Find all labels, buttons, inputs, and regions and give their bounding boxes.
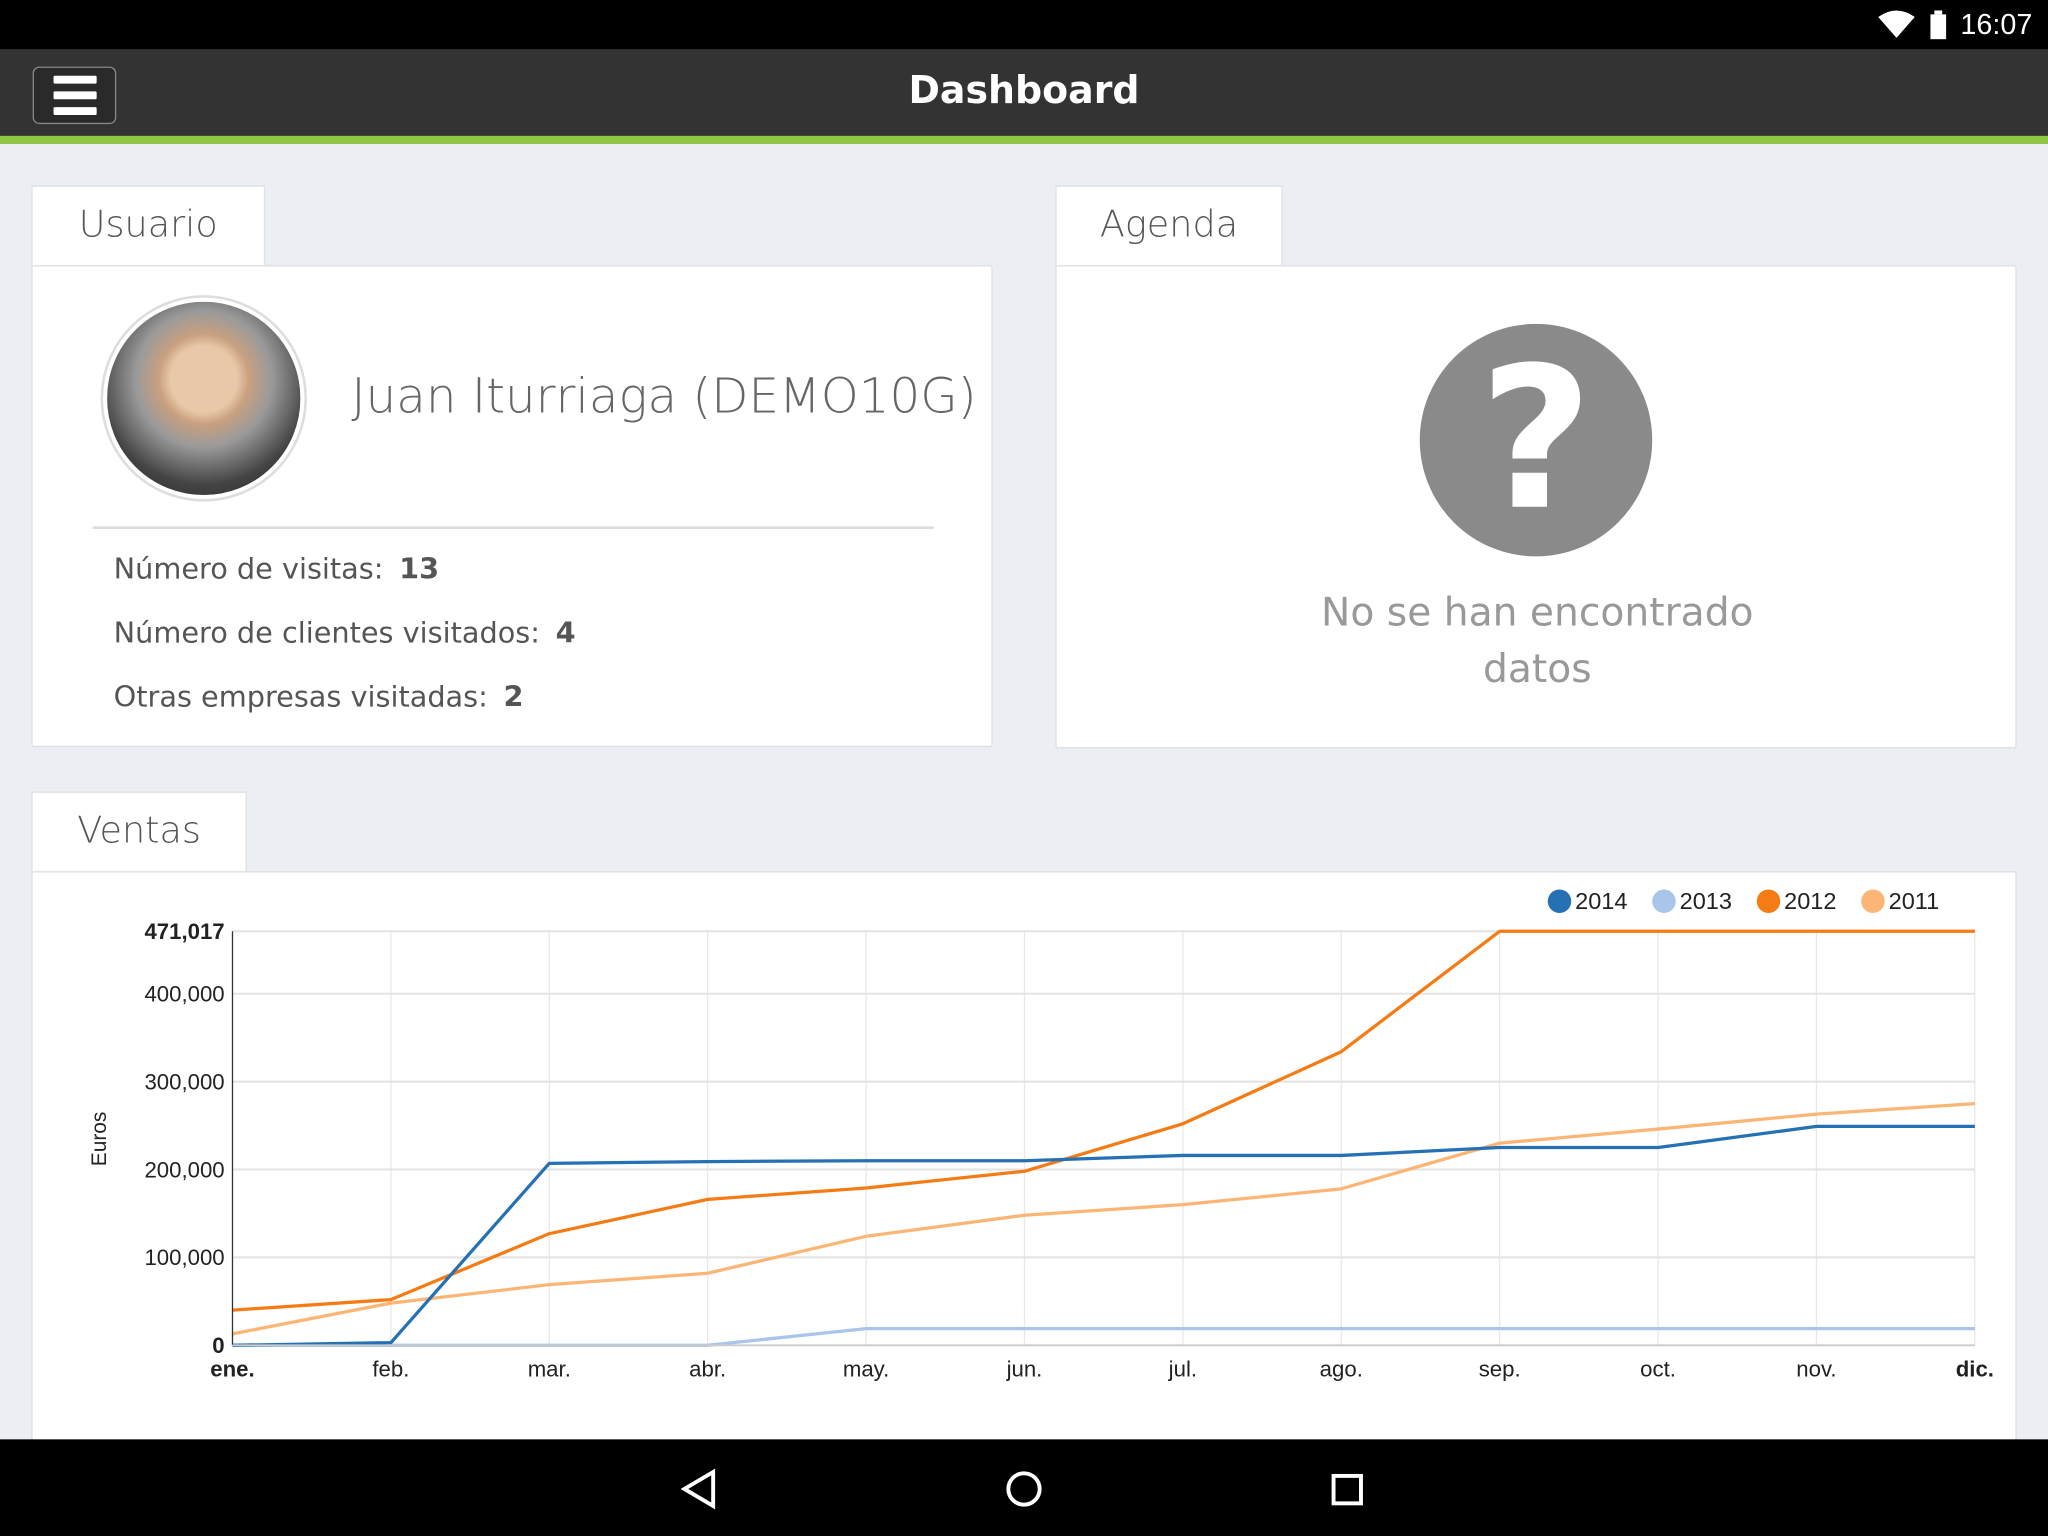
back-icon[interactable] — [680, 1468, 716, 1510]
legend-label-2011: 2011 — [1889, 888, 1940, 914]
y-tick-label: 300,000 — [144, 1069, 224, 1094]
tab-agenda: Agenda — [1055, 185, 1283, 267]
user-name: Juan Iturriaga (DEMO10G) — [351, 368, 977, 425]
tab-usuario: Usuario — [31, 185, 266, 267]
series-line-2014 — [232, 1124, 1975, 1347]
stat-visitas: Número de visitas: 13 — [113, 553, 440, 587]
x-tick-label: ene. — [210, 1357, 254, 1382]
x-tick-label: feb. — [372, 1357, 409, 1382]
agenda-card: ? No se han encontrado datos — [1055, 265, 2017, 749]
app-bar: Dashboard — [0, 49, 2048, 144]
page-title: Dashboard — [908, 67, 1140, 113]
usuario-card: Juan Iturriaga (DEMO10G) Número de visit… — [31, 265, 993, 748]
legend-marker-2011 — [1861, 889, 1885, 913]
legend-marker-2014 — [1547, 889, 1572, 913]
y-tick-label: 0 — [212, 1333, 224, 1358]
y-tick-label: 100,000 — [144, 1245, 224, 1270]
stat-otras-empresas: Otras empresas visitadas: 2 — [113, 681, 524, 715]
wifi-battery-icons — [1878, 10, 1947, 40]
x-tick-label: mar. — [528, 1357, 571, 1382]
y-tick-label: 471,017 — [144, 919, 224, 944]
divider — [92, 526, 934, 529]
sales-chart: ene. feb. mar. abr. may. jun. jul. ago. sep. oct.… — [88, 888, 1994, 1382]
x-tick-label: may. — [843, 1357, 889, 1382]
legend-marker-2012 — [1756, 889, 1781, 913]
hamburger-menu-icon[interactable] — [32, 66, 117, 125]
x-tick-label: oct. — [1640, 1357, 1676, 1382]
nav-bar — [0, 1439, 2048, 1536]
wifi-icon — [1878, 10, 1915, 38]
clock: 16:07 — [1960, 7, 2033, 41]
recents-icon[interactable] — [1331, 1473, 1363, 1506]
empty-message: No se han encontrado datos — [1321, 590, 1754, 693]
legend-label-2013: 2013 — [1680, 888, 1732, 914]
series-line-2013 — [232, 1326, 1975, 1347]
battery-icon — [1930, 14, 1947, 40]
series-line-2011 — [232, 1101, 1975, 1336]
avatar — [103, 297, 305, 499]
legend-marker-2013 — [1652, 889, 1676, 913]
legend-label-2014: 2014 — [1575, 888, 1627, 914]
status-bar: 16:07 — [0, 0, 2048, 50]
x-tick-label: ago. — [1320, 1357, 1363, 1382]
x-tick-label: jul. — [1168, 1357, 1197, 1382]
y-tick-label: 400,000 — [144, 982, 224, 1007]
x-tick-label: sep. — [1479, 1357, 1521, 1382]
x-tick-label: dic. — [1956, 1357, 1994, 1382]
x-tick-label: abr. — [689, 1357, 726, 1382]
tab-ventas: Ventas — [31, 791, 247, 873]
home-icon[interactable] — [1006, 1471, 1042, 1507]
y-axis-label: Euros — [88, 1112, 111, 1167]
x-tick-label: jun. — [1006, 1357, 1043, 1382]
y-tick-label: 200,000 — [144, 1157, 224, 1182]
series-line-2012 — [232, 929, 1975, 1312]
stat-clientes: Número de clientes visitados: 4 — [113, 617, 576, 651]
legend-label-2012: 2012 — [1784, 888, 1836, 914]
question-mark-icon: ? — [1419, 323, 1653, 557]
x-tick-label: nov. — [1796, 1357, 1836, 1382]
